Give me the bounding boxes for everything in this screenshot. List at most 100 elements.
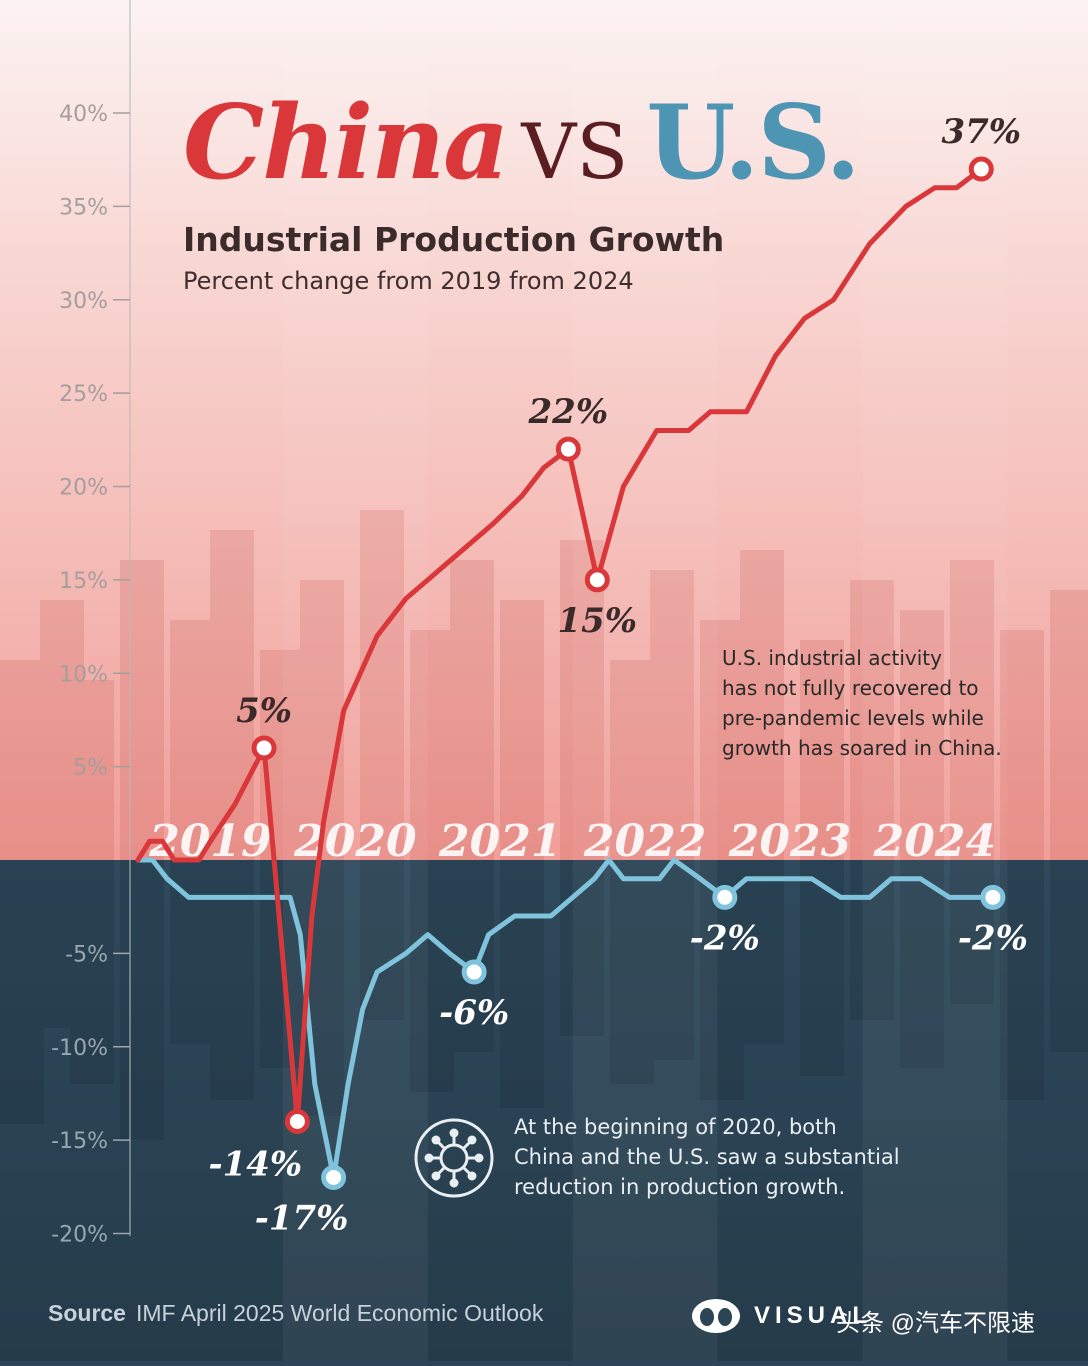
data-marker-us bbox=[461, 959, 487, 985]
skyline-building bbox=[650, 570, 694, 860]
source-label: Source bbox=[48, 1300, 126, 1326]
lower-background bbox=[0, 860, 1088, 1361]
skyline-building bbox=[800, 640, 844, 860]
skyline-reflection bbox=[70, 860, 114, 1084]
year-bands bbox=[282, 0, 1008, 1361]
data-label-us: -2% bbox=[958, 918, 1028, 958]
data-label-us: -6% bbox=[439, 993, 509, 1033]
brand-logo-icon bbox=[692, 1299, 740, 1333]
title-block: China VS U.S. Industrial Production Growth… bbox=[183, 92, 861, 295]
skyline-building bbox=[700, 620, 744, 860]
y-tick-label: -5% bbox=[65, 942, 108, 967]
source-text: IMF April 2025 World Economic Outlook bbox=[135, 1300, 544, 1326]
series-line-china bbox=[135, 166, 984, 1124]
y-tick-label: 35% bbox=[59, 195, 108, 220]
skyline-building bbox=[740, 550, 784, 860]
watermark: 头条 @汽车不限速 bbox=[836, 1310, 1036, 1337]
y-tick-label: -20% bbox=[51, 1223, 108, 1248]
source-line: Source IMF April 2025 World Economic Outl… bbox=[48, 1300, 543, 1327]
skyline-reflection bbox=[850, 860, 894, 1020]
year-label: 2024 bbox=[873, 816, 996, 867]
skyline-reflection bbox=[650, 860, 694, 1060]
year-label: 2022 bbox=[583, 816, 706, 867]
y-tick-label: 5% bbox=[73, 756, 108, 781]
virus-icon bbox=[414, 1118, 494, 1198]
data-label-china: 37% bbox=[941, 112, 1021, 152]
skyline-reflection bbox=[900, 860, 944, 1068]
skyline-building bbox=[360, 510, 404, 860]
year-label: 2021 bbox=[438, 816, 561, 867]
data-markers bbox=[251, 156, 1006, 1190]
data-marker-china bbox=[968, 156, 994, 182]
chart-subsubtitle: Percent change from 2019 from 2024 bbox=[183, 267, 634, 295]
year-label: 2023 bbox=[728, 816, 851, 867]
y-tick-label: 30% bbox=[59, 289, 108, 314]
skyline-reflection bbox=[1050, 860, 1088, 1052]
annotation-us-recovery: U.S. industrial activity has not fully r… bbox=[722, 646, 1002, 760]
skyline-building bbox=[1000, 630, 1044, 860]
brand-text: VISUAL bbox=[754, 1302, 873, 1329]
skyline-building bbox=[560, 540, 604, 860]
data-label-china: -14% bbox=[209, 1144, 303, 1184]
brand: VISUAL bbox=[690, 1296, 872, 1336]
data-marker-us bbox=[712, 884, 738, 910]
series-lines bbox=[135, 166, 996, 1180]
skyline-reflection bbox=[610, 860, 654, 1084]
upper-background bbox=[0, 0, 1088, 860]
data-labels: 5% -14% 22% 15% 37% -17% -6% -2% -2% bbox=[209, 112, 1028, 1238]
skyline-reflection bbox=[740, 860, 784, 1044]
skyline-building bbox=[500, 600, 544, 860]
skyline-building bbox=[850, 580, 894, 860]
chart-title: China VS U.S. bbox=[183, 92, 861, 196]
data-label-china: 5% bbox=[236, 691, 292, 731]
title-vs: VS bbox=[521, 107, 629, 196]
data-label-us: -2% bbox=[690, 918, 760, 958]
skyline-silhouette bbox=[0, 510, 1088, 1140]
y-tick-label: -15% bbox=[51, 1129, 108, 1154]
skyline-reflection bbox=[40, 860, 84, 1028]
chart-subtitle: Industrial Production Growth bbox=[183, 220, 725, 259]
skyline-reflection bbox=[450, 860, 494, 1052]
skyline-building bbox=[300, 580, 344, 860]
y-tick-label: 25% bbox=[59, 382, 108, 407]
skyline-building bbox=[40, 600, 84, 860]
skyline-reflection bbox=[950, 860, 994, 1004]
year-label: 2020 bbox=[293, 816, 417, 867]
skyline-reflection bbox=[500, 860, 544, 1108]
data-marker-china bbox=[284, 1108, 310, 1134]
data-marker-us bbox=[321, 1164, 347, 1190]
y-axis: 40% 35% 30% 25% 20% 15% 10% 5% -5% -10% -15% -20% bbox=[51, 0, 131, 1248]
skyline-reflection bbox=[0, 860, 44, 1124]
y-tick-label: 20% bbox=[59, 476, 108, 501]
title-us: U.S. bbox=[646, 83, 861, 203]
skyline-reflection bbox=[120, 860, 164, 1140]
data-marker-us bbox=[980, 884, 1006, 910]
skyline-reflection bbox=[1000, 860, 1044, 1100]
skyline-reflection bbox=[210, 860, 254, 1100]
y-tick-label: 10% bbox=[59, 662, 108, 687]
title-china: China bbox=[183, 83, 509, 203]
year-band bbox=[572, 0, 718, 1361]
data-label-china: 22% bbox=[528, 392, 609, 432]
y-tick-label: -10% bbox=[51, 1036, 108, 1061]
data-label-china: 15% bbox=[557, 601, 637, 641]
data-marker-china bbox=[251, 735, 277, 761]
skyline-building bbox=[410, 630, 454, 860]
series-line-us bbox=[135, 857, 996, 1180]
skyline-building bbox=[0, 660, 44, 860]
skyline-building bbox=[900, 610, 944, 860]
y-tick-label: 15% bbox=[59, 569, 108, 594]
data-label-us: -17% bbox=[255, 1198, 349, 1238]
skyline-building bbox=[120, 560, 164, 860]
skyline-reflection bbox=[410, 860, 454, 1092]
skyline-building bbox=[1050, 590, 1088, 860]
skyline-building bbox=[170, 620, 214, 860]
skyline-building bbox=[70, 680, 114, 860]
data-marker-china bbox=[555, 436, 581, 462]
skyline-building bbox=[450, 560, 494, 860]
skyline-building bbox=[950, 560, 994, 860]
annotation-2020-reduction: At the beginning of 2020, both China and… bbox=[514, 1115, 900, 1199]
y-tick-label: 40% bbox=[59, 102, 108, 127]
